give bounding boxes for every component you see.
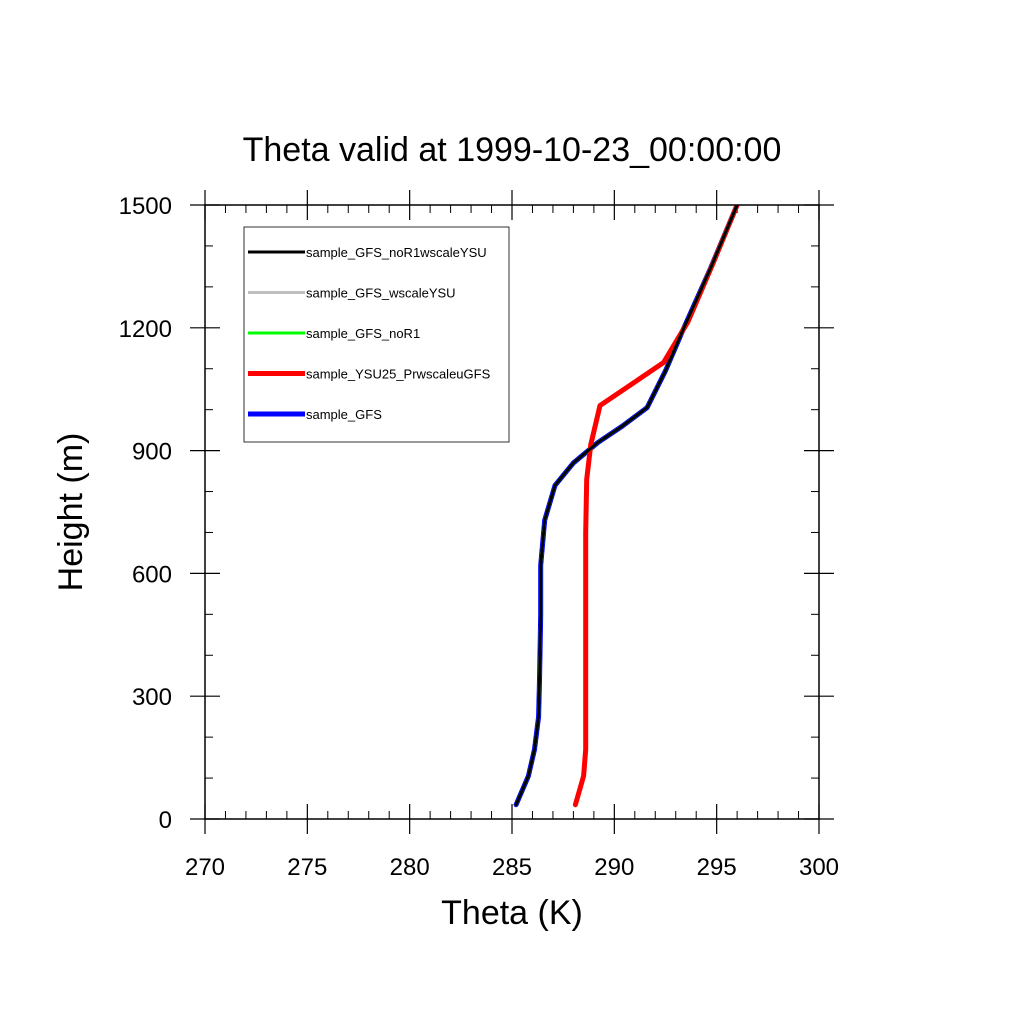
chart-title: Theta valid at 1999-10-23_00:00:00 [243,131,782,169]
plot-frame [204,204,820,820]
y-tick-label: 900 [132,439,172,466]
x-tick-label: 270 [185,854,225,881]
legend-label: sample_GFS_wscaleYSU [306,286,456,301]
y-tick-label: 0 [159,807,172,834]
legend-label: sample_GFS_noR1 [306,326,420,341]
series-line-4 [572,205,740,808]
x-tick-label: 285 [492,854,532,881]
legend-label: sample_GFS_noR1wscaleYSU [306,245,487,260]
x-tick-label: 295 [697,854,737,881]
x-tick-label: 280 [390,854,430,881]
x-tick-label: 300 [799,854,839,881]
x-axis-label: Theta (K) [441,894,583,932]
y-tick-label: 1200 [119,316,172,343]
x-tick-label: 275 [287,854,327,881]
legend-label: sample_GFS [306,407,382,422]
y-axis-label: Height (m) [52,433,90,592]
axis-tick-labels: 270 275 280 285 290 295 300 0 300 600 900 1200 1500 [119,193,839,881]
series-line-1 [514,205,739,807]
y-tick-label: 1500 [119,193,172,220]
x-tick-label: 290 [594,854,634,881]
legend: sample_GFS_noR1wscaleYSU sample_GFS_wscal… [243,226,510,443]
y-tick-label: 600 [132,561,172,588]
series-lines [513,205,740,808]
legend-label: sample_YSU25_PrwscaleuGFS [306,367,491,382]
y-tick-label: 300 [132,684,172,711]
